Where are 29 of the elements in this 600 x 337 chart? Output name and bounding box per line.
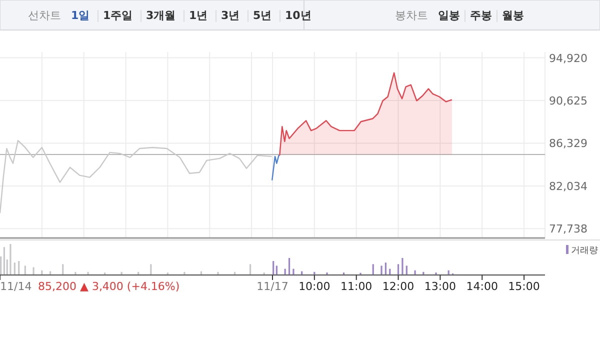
y-tick-label: 82,034 (549, 180, 588, 193)
y-tick-label: 94,920 (549, 52, 588, 65)
text: 일봉 (438, 9, 460, 22)
text: 월봉 (502, 9, 524, 22)
x-tick-label: 11/14 (0, 280, 32, 293)
text: 1년 (189, 9, 208, 22)
text: 봉차트 (395, 9, 428, 22)
text: 10년 (285, 9, 312, 22)
x-tick-label: 14:00 (466, 280, 498, 293)
y-tick-label: 86,329 (549, 137, 588, 150)
text: 1주일 (103, 9, 133, 22)
x-tick-label: 11:00 (340, 280, 372, 293)
legend-label: 거래량 (571, 246, 598, 256)
x-tick-label: 13:00 (424, 280, 456, 293)
text: 85,200 ▲ 3,400 (+4.16%) (38, 280, 180, 293)
y-tick-label: 77,738 (549, 222, 588, 236)
x-tick-label: 12:00 (382, 280, 414, 293)
line-series (0, 140, 272, 214)
text: 주봉 (470, 9, 492, 22)
text: 선차트 (28, 9, 61, 22)
text: 1일 (71, 9, 90, 22)
text: 5년 (253, 9, 272, 22)
x-tick-label: 11/17 (256, 280, 288, 293)
line-series (271, 154, 280, 181)
x-tick-label: 15:00 (508, 280, 540, 293)
text: 3년 (221, 9, 240, 22)
y-tick-label: 90,625 (549, 94, 588, 108)
x-tick-label: 10:00 (298, 280, 330, 293)
text: 3개월 (146, 9, 176, 22)
